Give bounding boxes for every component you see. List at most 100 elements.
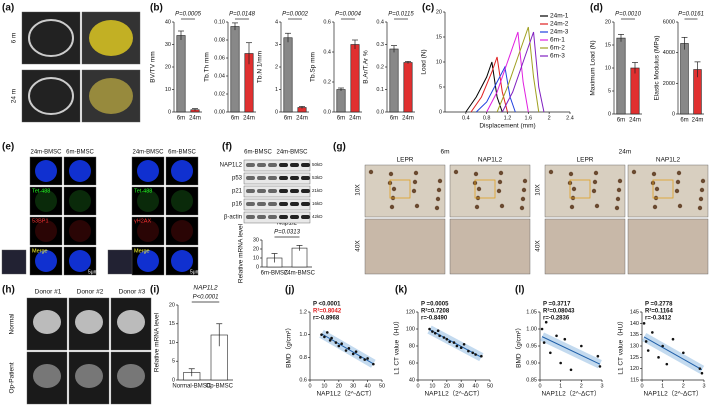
band — [279, 215, 288, 219]
band — [290, 215, 299, 219]
cell — [521, 187, 527, 193]
column-label: 24m-BMSC — [132, 150, 164, 156]
cell — [699, 187, 705, 193]
y-tick-label: 30 — [165, 42, 171, 48]
x-tick-label: 30 — [350, 383, 356, 389]
point — [366, 357, 369, 360]
cell — [391, 186, 397, 192]
x-tick-label: 50 — [379, 383, 385, 389]
band — [268, 215, 277, 219]
point — [334, 341, 338, 344]
nucleus — [35, 250, 57, 272]
series-line — [496, 26, 540, 113]
cell — [654, 186, 660, 192]
point — [671, 337, 675, 341]
blot-lane — [243, 159, 311, 172]
stat: r=-0.8490 — [421, 316, 448, 322]
column-label: 6m-BMSC — [168, 150, 196, 156]
x-tick-label: 6m-BMSC — [261, 271, 289, 277]
y-tick-label: 0.02 — [214, 91, 225, 97]
y-tick-label: 100 — [406, 326, 415, 332]
y-tick-label: 4 — [275, 19, 278, 25]
band — [301, 215, 310, 219]
point — [563, 337, 567, 341]
roi — [569, 179, 591, 199]
y-tick-label: 0 — [275, 109, 278, 115]
x-tick-label: 10 — [321, 383, 327, 389]
point — [471, 351, 475, 355]
y-tick-label: 2000 — [663, 81, 675, 87]
point — [325, 331, 329, 334]
p-value: P=0.0313 — [274, 230, 301, 236]
y-tick-label: 135 — [630, 332, 639, 338]
band — [257, 215, 266, 219]
p-value: P=0.0002 — [282, 12, 309, 18]
column-label: 6m-BMSC — [66, 150, 94, 156]
stat: R²=0.08043 — [543, 308, 575, 315]
cell — [548, 169, 554, 175]
panel-label: (c) — [422, 3, 434, 14]
y-tick-label: 0.4 — [376, 19, 384, 25]
y-tick-label: 2 — [275, 64, 278, 70]
image — [364, 164, 446, 218]
y-tick-label: 20 — [436, 9, 442, 15]
point — [445, 337, 449, 341]
y-tick-label: 0.00 — [214, 109, 225, 115]
y-axis-label: L1 CT value（HU） — [393, 317, 401, 374]
y-tick-label: 5 — [608, 88, 611, 94]
inset — [107, 249, 133, 275]
y-tick-label: 80 — [409, 343, 415, 349]
series-line — [486, 31, 529, 113]
image — [449, 218, 531, 275]
y-tick-label: 115 — [630, 377, 639, 383]
x-tick-label: 6m — [337, 116, 345, 122]
band — [290, 202, 299, 206]
y-tick-label: 0.10 — [214, 19, 225, 25]
cell — [368, 169, 374, 175]
band — [301, 202, 310, 206]
band — [246, 215, 255, 219]
y-tick-label: 120 — [406, 309, 415, 315]
y-tick-label: 40 — [165, 19, 171, 25]
y-axis-label: BMD（g/cm²） — [285, 324, 293, 368]
image — [627, 218, 709, 275]
protein-label: p21 — [232, 189, 243, 195]
point — [642, 322, 646, 325]
x-tick-label: 24m — [296, 116, 308, 122]
y-tick-label: 15 — [436, 34, 442, 40]
cell — [616, 187, 622, 193]
chart-title: Nap1l2 — [277, 220, 298, 227]
y-tick-label: 0.6 — [299, 377, 307, 383]
band — [268, 163, 277, 167]
bar — [283, 37, 293, 113]
cell — [474, 204, 480, 210]
trabecular — [89, 78, 133, 114]
point — [559, 361, 562, 365]
cell — [651, 171, 657, 177]
nucleus — [69, 190, 91, 212]
y-tick-label: 0.04 — [214, 73, 225, 79]
y-tick-label: 125 — [630, 355, 639, 361]
band — [268, 176, 277, 180]
point — [363, 358, 367, 361]
point — [436, 329, 440, 333]
panel-label: (k) — [395, 285, 407, 296]
y-tick-label: 3 — [275, 42, 278, 48]
point — [433, 331, 437, 335]
cell — [677, 203, 683, 209]
x-tick-label: 10 — [429, 383, 435, 389]
stat: R²=0.7208 — [421, 308, 450, 315]
band — [257, 176, 266, 180]
cell — [652, 204, 658, 210]
nucleus — [69, 220, 91, 242]
x-tick-label: 6m — [231, 116, 239, 122]
stat: P =0.3717 — [543, 302, 571, 308]
point — [474, 353, 477, 356]
point — [320, 333, 323, 336]
band — [290, 176, 299, 180]
protein-label: p53 — [232, 176, 243, 182]
y-axis-label: L1 CT value（HU） — [617, 317, 625, 374]
point — [598, 365, 602, 368]
point — [698, 367, 702, 370]
cell — [568, 171, 574, 177]
